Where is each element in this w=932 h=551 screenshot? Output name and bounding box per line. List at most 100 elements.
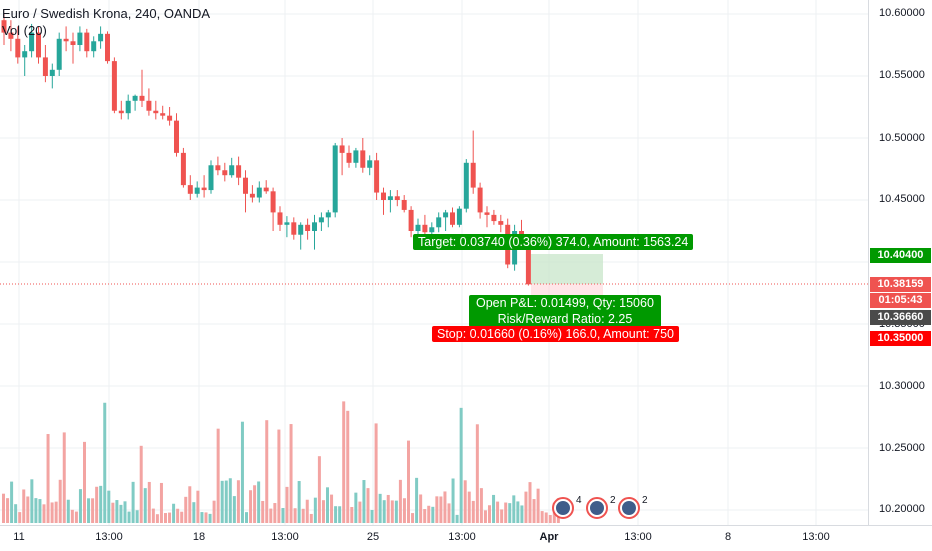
legend: Euro / Swedish Krona, 240, OANDA Vol (20… [2, 5, 210, 39]
volume-bar [2, 493, 5, 523]
volume-bar [14, 504, 18, 523]
volume-bar [131, 481, 135, 523]
candle-body [353, 150, 359, 163]
candle-body [174, 120, 179, 153]
target-label[interactable]: Target: 0.03740 (0.36%) 374.0, Amount: 1… [413, 234, 694, 250]
volume-indicator-title[interactable]: Vol (20) [2, 23, 47, 38]
candle-body [381, 192, 386, 200]
candle-body [270, 191, 276, 213]
volume-bar [135, 510, 139, 523]
candle-body [422, 224, 428, 233]
candle-body [484, 212, 490, 215]
time-tick: 13:00 [95, 531, 123, 543]
candle-body [91, 41, 97, 52]
volume-bar [483, 510, 487, 523]
event-inner-icon [556, 501, 570, 515]
volume-bar [22, 489, 26, 523]
volume-bar [520, 505, 524, 523]
volume-bar [95, 486, 99, 523]
volume-bar [228, 478, 232, 523]
stop-price-tag: 10.35000 [870, 331, 931, 346]
volume-bar [398, 479, 402, 523]
event-inner-icon [590, 501, 604, 515]
stop-label[interactable]: Stop: 0.01660 (0.16%) 166.0, Amount: 750 [432, 326, 679, 342]
event-icon-1[interactable]: 4 [552, 495, 582, 519]
candle-body [243, 177, 248, 194]
volume-bar [289, 424, 293, 523]
candle-body [77, 32, 83, 45]
candle-body [429, 227, 435, 233]
volume-bar [463, 480, 467, 523]
chart-canvas[interactable] [0, 0, 868, 525]
volume-bar [70, 509, 74, 523]
volume-bar [46, 434, 50, 523]
volume-bar [143, 488, 147, 523]
volume-bar [479, 488, 483, 523]
candle-body [394, 196, 400, 200]
volume-bars [2, 401, 560, 523]
volume-bar [411, 513, 415, 523]
volume-bar [451, 478, 455, 523]
volume-bar [512, 495, 516, 523]
event-icon-3[interactable]: 2 [618, 495, 648, 519]
volume-bar [30, 479, 34, 523]
volume-bar [415, 477, 419, 523]
candle-body [463, 162, 469, 209]
volume-bar [66, 499, 70, 523]
volume-bar [42, 504, 46, 523]
volume-bar [358, 501, 362, 523]
candle-body [215, 165, 221, 171]
volume-bar [423, 509, 427, 523]
volume-bar [107, 490, 111, 523]
candle-body [84, 32, 90, 52]
countdown-tag: 01:05:43 [870, 293, 931, 308]
loss-zone[interactable] [531, 284, 603, 298]
candle-body [15, 38, 21, 58]
event-icon-2[interactable]: 2 [586, 495, 616, 519]
volume-bar [500, 509, 504, 523]
volume-bar [277, 429, 281, 523]
volume-bar [249, 490, 253, 523]
volume-bar [435, 496, 439, 523]
volume-bar [196, 490, 200, 523]
volume-bar [516, 501, 520, 523]
volume-bar [220, 480, 224, 523]
symbol-title[interactable]: Euro / Swedish Krona, 240, OANDA [2, 6, 211, 21]
volume-bar [540, 511, 544, 523]
volume-bar [34, 498, 38, 523]
candle-body [201, 187, 207, 191]
volume-bar [10, 481, 14, 523]
candle-body [98, 33, 104, 42]
pnl-label[interactable]: Open P&L: 0.01499, Qty: 15060 Risk/Rewar… [469, 295, 661, 327]
volume-bar [374, 423, 378, 523]
volume-bar [354, 492, 358, 523]
volume-bar [151, 508, 155, 523]
volume-bar [159, 482, 163, 523]
time-axis[interactable]: 11 13:00 18 13:00 25 13:00 Apr 13:00 8 1… [0, 525, 932, 551]
volume-bar [313, 497, 317, 523]
price-tick: 10.60000 [879, 7, 925, 19]
volume-bar [180, 511, 184, 523]
candle-body [146, 100, 152, 111]
candle-body [187, 185, 193, 194]
candle-body [180, 152, 186, 186]
grid [0, 0, 868, 525]
candle-body [367, 160, 373, 168]
price-axis[interactable]: 10.60000 10.55000 10.50000 10.45000 10.3… [868, 0, 932, 525]
volume-bar [326, 487, 329, 523]
candle-body [491, 214, 497, 222]
volume-bar [257, 481, 261, 523]
volume-bar [240, 421, 244, 523]
volume-bar [261, 500, 265, 523]
volume-bar [350, 507, 354, 523]
price-tick: 10.25000 [879, 442, 925, 454]
event-count: 2 [642, 495, 648, 506]
candle-body [387, 196, 393, 200]
volume-bar [236, 480, 240, 523]
volume-bar [419, 494, 423, 523]
candle-body [456, 208, 462, 225]
volume-bar [386, 494, 390, 523]
chart-pane[interactable]: Euro / Swedish Krona, 240, OANDA Vol (20… [0, 0, 868, 525]
profit-zone[interactable] [531, 254, 603, 284]
candle-body [153, 110, 159, 114]
